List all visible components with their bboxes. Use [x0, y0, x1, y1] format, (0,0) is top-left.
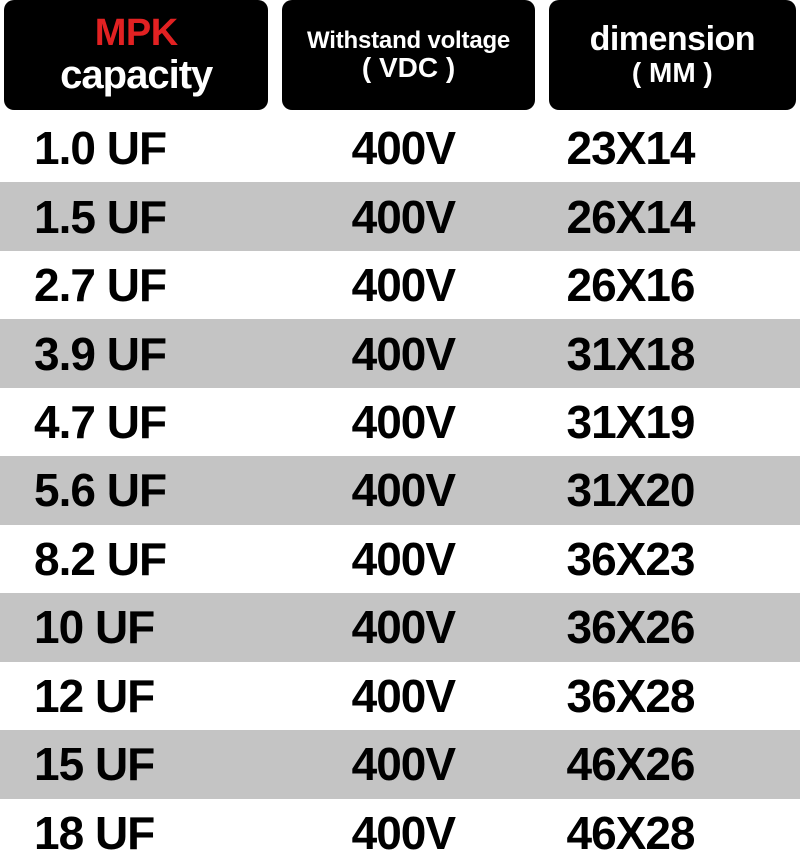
table-row: 12 UF 400V 36X28 [0, 662, 800, 730]
cell-voltage: 400V [284, 673, 522, 719]
cell-capacity: 3.9 UF [0, 331, 284, 377]
cell-dimension: 36X23 [522, 536, 800, 582]
cell-dimension: 36X26 [522, 604, 800, 650]
cell-voltage: 400V [284, 604, 522, 650]
cell-voltage: 400V [284, 262, 522, 308]
header-capacity-mpk: MPK [95, 14, 178, 54]
table-header-row: MPK capacity Withstand voltage ( VDC ) d… [0, 0, 800, 110]
table-row: 8.2 UF 400V 36X23 [0, 525, 800, 593]
cell-voltage: 400V [284, 125, 522, 171]
cell-capacity: 12 UF [0, 673, 284, 719]
cell-dimension: 46X28 [522, 810, 800, 856]
table-row: 5.6 UF 400V 31X20 [0, 456, 800, 524]
spec-table: MPK capacity Withstand voltage ( VDC ) d… [0, 0, 800, 867]
table-row: 15 UF 400V 46X26 [0, 730, 800, 798]
header-voltage-unit: ( VDC ) [362, 53, 455, 82]
table-row: 1.0 UF 400V 23X14 [0, 114, 800, 182]
cell-voltage: 400V [284, 467, 522, 513]
cell-capacity: 8.2 UF [0, 536, 284, 582]
cell-capacity: 10 UF [0, 604, 284, 650]
header-voltage-label: Withstand voltage [307, 28, 510, 53]
table-row: 18 UF 400V 46X28 [0, 799, 800, 867]
cell-voltage: 400V [284, 810, 522, 856]
header-capacity: MPK capacity [4, 0, 268, 110]
cell-voltage: 400V [284, 536, 522, 582]
cell-voltage: 400V [284, 194, 522, 240]
header-capacity-label: capacity [60, 54, 212, 96]
table-row: 4.7 UF 400V 31X19 [0, 388, 800, 456]
cell-capacity: 5.6 UF [0, 467, 284, 513]
header-dimension: dimension ( MM ) [549, 0, 796, 110]
cell-dimension: 26X14 [522, 194, 800, 240]
header-dimension-label: dimension [590, 22, 756, 58]
cell-capacity: 1.5 UF [0, 194, 284, 240]
cell-voltage: 400V [284, 399, 522, 445]
cell-voltage: 400V [284, 741, 522, 787]
table-row: 10 UF 400V 36X26 [0, 593, 800, 661]
cell-dimension: 36X28 [522, 673, 800, 719]
cell-dimension: 26X16 [522, 262, 800, 308]
cell-dimension: 23X14 [522, 125, 800, 171]
table-row: 3.9 UF 400V 31X18 [0, 319, 800, 387]
header-voltage: Withstand voltage ( VDC ) [282, 0, 534, 110]
cell-dimension: 46X26 [522, 741, 800, 787]
cell-capacity: 4.7 UF [0, 399, 284, 445]
cell-dimension: 31X19 [522, 399, 800, 445]
header-dimension-unit: ( MM ) [632, 58, 713, 87]
cell-voltage: 400V [284, 331, 522, 377]
table-row: 2.7 UF 400V 26X16 [0, 251, 800, 319]
table-row: 1.5 UF 400V 26X14 [0, 182, 800, 250]
cell-capacity: 15 UF [0, 741, 284, 787]
cell-capacity: 2.7 UF [0, 262, 284, 308]
cell-capacity: 1.0 UF [0, 125, 284, 171]
cell-dimension: 31X20 [522, 467, 800, 513]
table-body: 1.0 UF 400V 23X14 1.5 UF 400V 26X14 2.7 … [0, 110, 800, 867]
cell-dimension: 31X18 [522, 331, 800, 377]
cell-capacity: 18 UF [0, 810, 284, 856]
